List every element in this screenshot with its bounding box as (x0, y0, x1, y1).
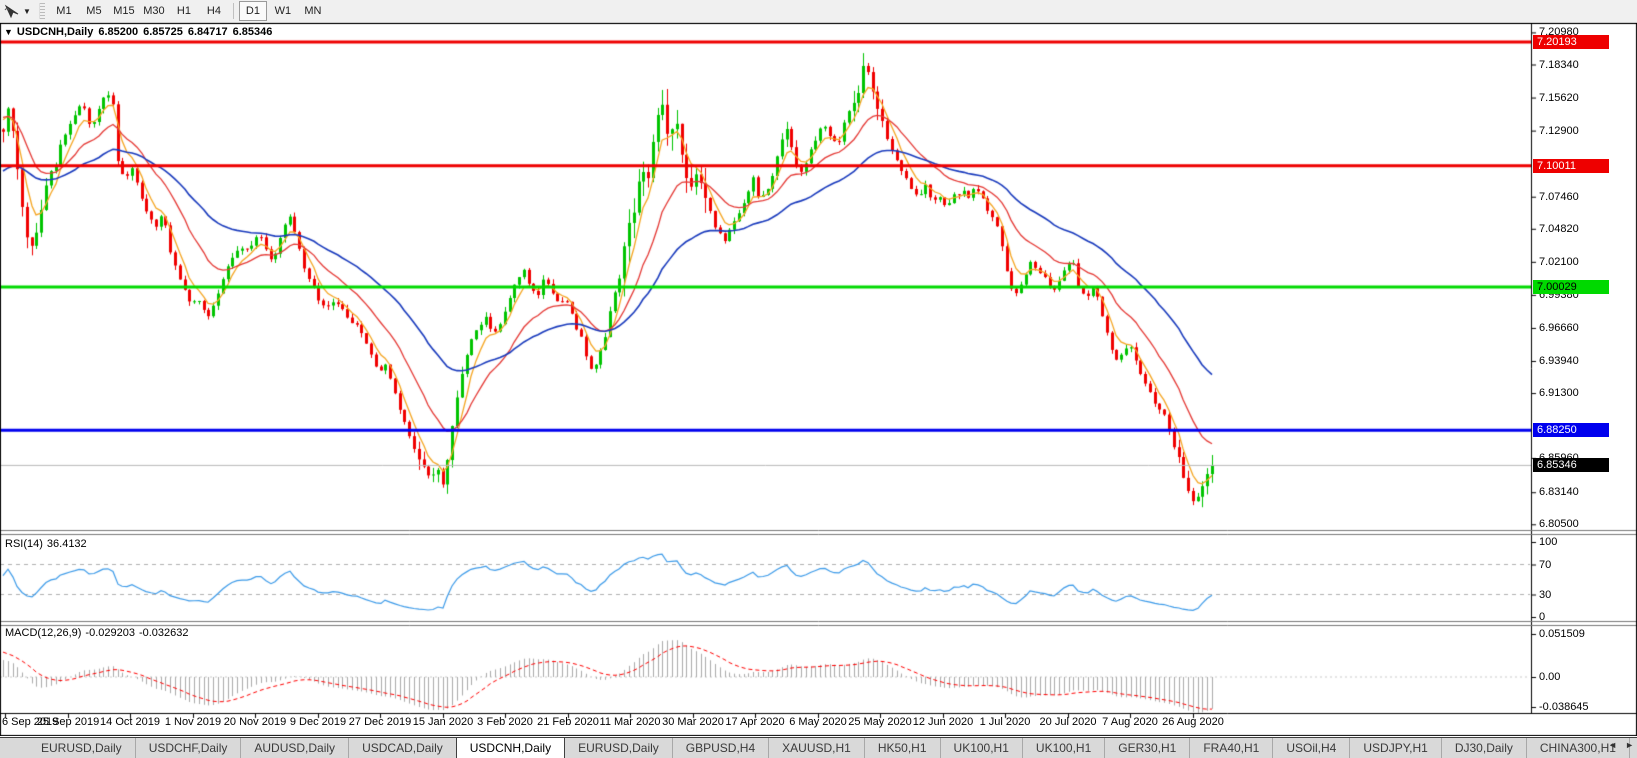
level-price-label: 7.10011 (1533, 158, 1609, 173)
level-price-label: 6.88250 (1533, 423, 1609, 438)
date-axis-label: 17 Apr 2020 (725, 716, 785, 728)
date-axis-label: 9 Dec 2019 (289, 716, 347, 728)
toolbar-separator (232, 3, 234, 19)
date-axis-label: 20 Nov 2019 (223, 716, 287, 728)
macd-indicator-label: MACD(12,26,9) -0.029203 -0.032632 (5, 627, 193, 639)
price-axis-tick: 7.15620 (1539, 91, 1579, 104)
timeframe-button-h4[interactable]: H4 (206, 5, 221, 17)
date-axis-label: 1 Jul 2020 (979, 716, 1031, 728)
symbol-timeframe: USDCNH,Daily (16, 26, 94, 38)
price-axis-tick: 6.91300 (1539, 387, 1579, 400)
rsi-value: 36.4132 (46, 538, 87, 550)
date-axis-label: 25 Sep 2019 (36, 716, 100, 728)
chart-tab-uk100-h1[interactable]: UK100,H1 (939, 738, 1022, 758)
date-axis-label: 3 Feb 2020 (477, 716, 533, 728)
macd-value: -0.029203 (85, 627, 135, 639)
timeframe-button-m5[interactable]: M5 (86, 5, 102, 17)
price-axis-tick: 7.07460 (1539, 190, 1579, 203)
tab-scroll-right-icon[interactable]: ► (1625, 740, 1634, 750)
ohlc-close: 6.85346 (232, 26, 273, 38)
price-axis-tick: 6.93940 (1539, 354, 1579, 367)
chart-tab-usdcnh-daily[interactable]: USDCNH,Daily (455, 738, 566, 758)
chart-tab-uk100-h1[interactable]: UK100,H1 (1021, 738, 1104, 758)
date-axis-label: 12 Jun 2020 (912, 716, 974, 728)
price-axis-tick: 7.12900 (1539, 124, 1579, 137)
ohlc-open: 6.85200 (98, 26, 139, 38)
chart-tab-eurusd-daily[interactable]: EURUSD,Daily (41, 741, 122, 755)
date-axis-label: 25 May 2020 (848, 716, 912, 728)
timeframe-button-d1[interactable]: D1 (238, 1, 267, 21)
date-axis-label: 20 Jul 2020 (1039, 716, 1097, 728)
cursor-tool-button[interactable]: ▼ (0, 0, 35, 22)
timeframe-buttons: M1 M5 M15 M30 H1 H4 D1 W1 MN (49, 1, 328, 21)
cursor-line-tool-icon (4, 4, 19, 18)
chart-tab-audusd-daily[interactable]: AUDUSD,Daily (240, 738, 348, 758)
symbol-dropdown-icon[interactable]: ▼ (4, 27, 13, 37)
chart-tab-eurusd-daily[interactable]: EURUSD,Daily (578, 741, 659, 755)
chart-canvas[interactable] (0, 23, 1637, 736)
chart-tab-usdchf-daily[interactable]: USDCHF,Daily (134, 738, 241, 758)
macd-signal-value: -0.032632 (138, 627, 189, 639)
level-price-label: 7.20193 (1533, 35, 1609, 49)
macd-axis-tick: 0.051509 (1539, 627, 1585, 640)
timeframe-button-h1[interactable]: H1 (176, 5, 191, 17)
rsi-indicator-label: RSI(14) 36.4132 (5, 538, 91, 550)
date-axis-label: 30 Mar 2020 (662, 716, 724, 728)
date-axis-label: 11 Mar 2020 (599, 716, 661, 728)
date-axis-label: 6 Sep 2019 (2, 716, 59, 728)
level-price-label: 7.00029 (1533, 280, 1609, 294)
price-axis-tick: 6.80500 (1539, 518, 1579, 531)
rsi-axis-tick: 30 (1539, 588, 1552, 601)
timeframe-button-m15[interactable]: M15 (113, 5, 135, 17)
price-axis-tick: 6.83140 (1539, 486, 1579, 499)
chevron-down-icon[interactable]: ▼ (23, 6, 31, 16)
price-axis-tick: 7.18340 (1539, 58, 1579, 71)
chart-tab-usoil-h4[interactable]: USOil,H4 (1272, 738, 1349, 758)
timeframe-button-mn[interactable]: MN (304, 5, 322, 17)
timeframe-button-w1[interactable]: W1 (274, 5, 292, 17)
rsi-axis-tick: 70 (1539, 558, 1552, 571)
timeframe-button-m1[interactable]: M1 (56, 5, 72, 17)
chart-tab-ger30-h1[interactable]: GER30,H1 (1104, 738, 1189, 758)
chart-tab-bar: EURUSD,Daily USDCHF,Daily AUDUSD,Daily USDC… (0, 737, 1637, 758)
macd-axis-tick: 0.00 (1539, 671, 1561, 683)
chart-tab-china300-h1[interactable]: CHINA300,H1 (1525, 738, 1629, 758)
tab-scroll-buttons: ◄ ► (1608, 740, 1634, 750)
rsi-name: RSI(14) (5, 538, 43, 550)
current-price-label: 6.85346 (1533, 458, 1609, 473)
rsi-axis-tick: 0 (1539, 611, 1546, 623)
chart-title: ▼ USDCNH,Daily 6.85200 6.85725 6.84717 6.8534… (4, 26, 277, 38)
chart-tab-xauusd-h1[interactable]: XAUUSD,H1 (768, 738, 864, 758)
price-axis-tick: 6.96660 (1539, 321, 1579, 334)
date-axis-label: 1 Nov 2019 (164, 716, 222, 728)
rsi-axis-tick: 100 (1539, 536, 1558, 548)
timeframe-button-m30[interactable]: M30 (143, 5, 165, 17)
ohlc-high: 6.85725 (143, 26, 183, 38)
macd-name: MACD(12,26,9) (5, 627, 82, 639)
date-axis-label: 27 Dec 2019 (348, 716, 412, 728)
chart-tab-fra40-h1[interactable]: FRA40,H1 (1189, 738, 1272, 758)
ohlc-low: 6.84717 (187, 26, 228, 38)
price-axis-tick: 7.02100 (1539, 255, 1579, 268)
date-axis-label: 26 Aug 2020 (1162, 716, 1224, 728)
chart-tab-hk50-h1[interactable]: HK50,H1 (863, 738, 940, 758)
date-axis-label: 6 May 2020 (789, 716, 847, 728)
date-axis-label: 14 Oct 2019 (100, 716, 160, 728)
tab-scroll-left-icon[interactable]: ◄ (1608, 740, 1618, 750)
price-axis-tick: 7.04820 (1539, 222, 1579, 235)
date-axis-label: 21 Feb 2020 (537, 716, 599, 728)
chart-tab-gbpusd-h4[interactable]: GBPUSD,H4 (671, 738, 768, 758)
date-axis-label: 7 Aug 2020 (1102, 716, 1158, 728)
chart-tab-usdjpy-h1[interactable]: USDJPY,H1 (1349, 738, 1440, 758)
chart-tab-usoil-h1[interactable]: USOil,H1 (1628, 738, 1637, 758)
date-axis-label: 15 Jan 2020 (412, 716, 474, 728)
timeframe-toolbar: ▼ M1 M5 M15 M30 H1 H4 D1 W1 MN (0, 0, 1637, 23)
chart-tab-usdcad-daily[interactable]: USDCAD,Daily (348, 738, 456, 758)
macd-axis-tick: -0.038645 (1539, 701, 1589, 713)
chart-tab-dj30-daily[interactable]: DJ30,Daily (1440, 738, 1526, 758)
toolbar-grip[interactable] (38, 3, 45, 19)
